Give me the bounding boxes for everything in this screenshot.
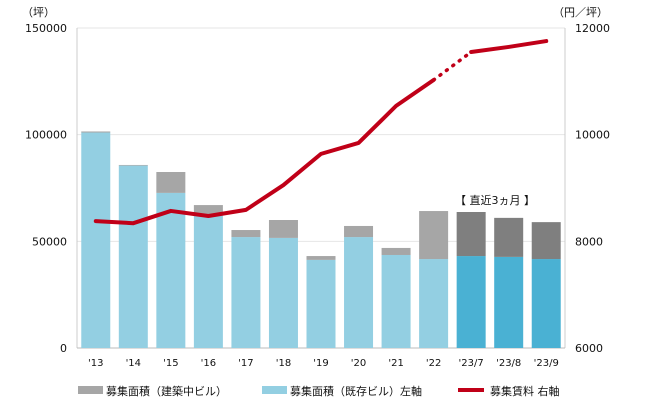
bar-under-construction-8 [381,247,411,255]
bar-existing-0 [81,132,111,348]
left-tick-label: 100000 [25,129,67,142]
bar-existing-8 [381,254,411,348]
right-axis-title: （円／坪） [553,6,608,19]
legend-swatch-existing [262,386,287,394]
bar-existing-4 [231,237,261,348]
legend-swatch-under-construction [78,386,103,394]
x-tick-label: '16 [201,358,216,369]
bar-under-construction-9 [419,211,449,260]
left-tick-label: 50000 [32,235,67,248]
bar-under-construction-10 [456,212,486,257]
x-tick-label: '15 [163,358,178,369]
rent-line-annual [93,78,436,226]
x-tick-label: '23/9 [534,358,559,369]
bar-under-construction-5 [268,220,298,238]
legend-label-under-construction: 募集面積（建築中ビル） [106,384,227,398]
left-tick-label: 0 [60,342,67,355]
bar-under-construction-12 [531,222,561,260]
bar-under-construction-3 [193,205,223,216]
x-tick-label: '23/8 [496,358,521,369]
bar-existing-12 [531,259,561,348]
bar-existing-11 [494,256,524,348]
bar-under-construction-4 [231,230,261,238]
x-tick-label: '20 [351,358,366,369]
bar-existing-9 [419,259,449,348]
x-tick-label: '18 [276,358,291,369]
x-tick-label: '17 [238,358,253,369]
right-tick-label: 12000 [575,22,610,35]
bar-under-construction-6 [306,256,336,260]
rent-line-recent [469,39,549,54]
bar-existing-10 [456,256,486,348]
bar-existing-3 [193,215,223,348]
bar-under-construction-7 [344,225,374,238]
legend-label-rent: 募集賃料 右軸 [490,384,560,398]
x-tick-label: '19 [313,358,328,369]
right-tick-label: 10000 [575,129,610,142]
bar-existing-1 [118,165,148,348]
bar-under-construction-0 [81,131,111,133]
bar-under-construction-11 [494,217,524,257]
bar-existing-7 [344,237,374,348]
right-tick-label: 8000 [575,235,603,248]
left-axis-title: （坪） [22,6,55,19]
x-tick-label: '14 [126,358,141,369]
legend-label-existing: 募集面積（既存ビル）左軸 [290,384,422,398]
x-tick-label: '23/7 [459,358,484,369]
right-tick-label: 6000 [575,342,603,355]
bar-existing-6 [306,259,336,348]
bar-under-construction-2 [156,172,186,193]
legend: 募集面積（建築中ビル） 募集面積（既存ビル）左軸 募集賃料 右軸 [78,384,560,398]
rent-line-dotted [431,50,473,82]
bar-existing-5 [268,237,298,348]
bar-under-construction-1 [118,164,148,166]
x-tick-label: '21 [388,358,403,369]
left-tick-label: 150000 [25,22,67,35]
x-tick-label: '13 [88,358,103,369]
x-tick-label: '22 [426,358,441,369]
bar-existing-2 [156,192,186,348]
annotation-recent-3-months: 【 直近3ヵ月 】 [455,193,535,207]
